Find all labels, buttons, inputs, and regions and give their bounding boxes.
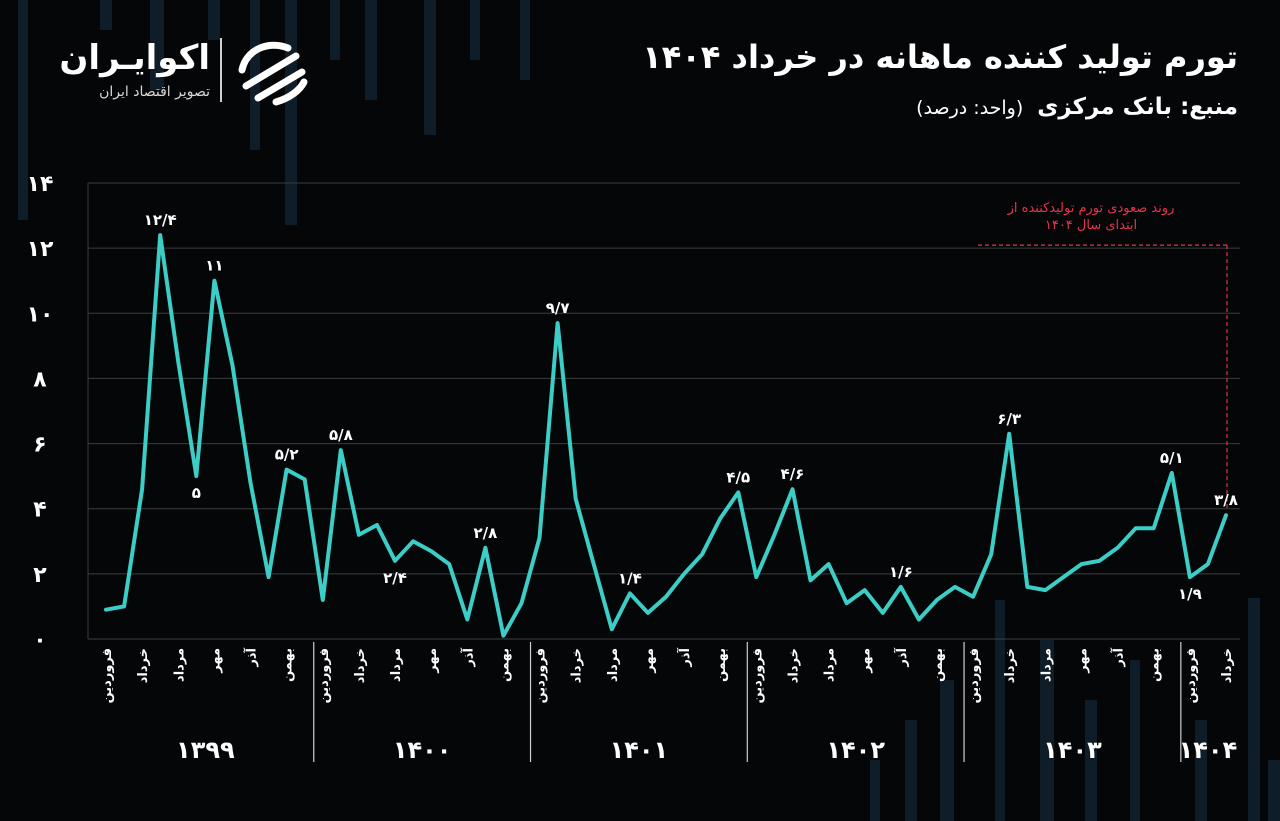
annotation-line2: ابتدای سال ۱۴۰۴ (1044, 218, 1138, 233)
x-tick-label: بهمن (931, 648, 946, 682)
background-bar (520, 0, 530, 80)
x-tick-label: خرداد (786, 648, 801, 683)
background-bar (100, 0, 112, 30)
background-bar (365, 0, 377, 100)
data-label: ۵/۸ (329, 426, 353, 444)
background-bar (150, 0, 164, 90)
background-bar (18, 0, 28, 220)
x-tick-label: فروردین (750, 648, 765, 703)
x-tick-label: آذر (243, 647, 260, 667)
data-label: ۱/۹ (1178, 585, 1202, 603)
source-label: منبع: بانک مرکزی (1037, 94, 1238, 120)
x-tick-label: مهر (208, 648, 223, 674)
data-label: ۵/۲ (275, 446, 299, 464)
background-bar (1040, 640, 1054, 821)
x-tick-label: آذر (1110, 647, 1127, 667)
y-tick-label: ۱۰ (27, 302, 54, 327)
series-line (104, 233, 1228, 638)
x-tick-label: خرداد (570, 648, 585, 683)
x-tick-label: مرداد (389, 648, 404, 682)
source-line: منبع: بانک مرکزی (واحد: درصد) (916, 94, 1238, 120)
data-label: ۴/۶ (781, 465, 805, 483)
data-label: ۵/۱ (1160, 449, 1184, 467)
data-label: ۱۱ (205, 257, 223, 275)
unit-label: (واحد: درصد) (916, 97, 1024, 119)
data-label: ۱۲/۴ (144, 211, 177, 229)
y-tick-label: ۰ (33, 628, 46, 653)
x-tick-label: آذر (676, 647, 693, 667)
x-tick-label: فروردین (967, 648, 982, 703)
background-bar (905, 720, 917, 821)
data-label: ۹/۷ (546, 299, 570, 317)
background-bar (424, 0, 436, 135)
background-bar (1248, 598, 1260, 821)
annotation-text: روند صعودی تورم تولیدکننده از ابتدای سال… (960, 200, 1222, 234)
data-label: ۴/۵ (726, 468, 750, 486)
x-tick-label: مهر (425, 648, 440, 674)
x-tick-label: مرداد (823, 648, 838, 682)
x-tick-label: خرداد (1003, 648, 1018, 683)
y-tick-label: ۴ (33, 498, 46, 523)
year-label: ۱۴۰۱ (610, 736, 669, 764)
y-tick-label: ۱۴ (27, 172, 54, 197)
x-tick-label: مرداد (172, 648, 187, 682)
logo-name: اکوایـران (59, 38, 210, 78)
x-tick-label: فروردین (534, 648, 549, 703)
background-bar (1085, 700, 1097, 821)
x-tick-label: مهر (859, 648, 874, 674)
x-tick-label: بهمن (497, 648, 512, 682)
year-label: ۱۴۰۳ (1043, 736, 1102, 764)
x-tick-label: مهر (1075, 648, 1090, 674)
year-label: ۱۴۰۴ (1179, 736, 1238, 764)
data-label: ۲/۸ (473, 524, 497, 542)
x-tick-label: بهمن (714, 648, 729, 682)
data-label: ۵ (192, 484, 201, 502)
x-tick-label: خرداد (136, 648, 151, 683)
logo-mark-icon (238, 41, 308, 106)
x-tick-label: مرداد (606, 648, 621, 682)
x-tick-label: فروردین (317, 648, 332, 703)
x-tick-label: مرداد (1039, 648, 1054, 682)
background-bar (940, 680, 954, 821)
background-bar (250, 0, 260, 150)
annotation-line1: روند صعودی تورم تولیدکننده از (1007, 201, 1175, 216)
x-tick-label: خرداد (353, 648, 368, 683)
x-tick-label: بهمن (281, 648, 296, 682)
year-label: ۱۳۹۹ (176, 736, 235, 764)
data-label: ۶/۳ (997, 410, 1021, 428)
x-tick-label: فروردین (1184, 648, 1199, 703)
x-tick-label: آذر (893, 647, 910, 667)
y-tick-label: ۶ (33, 433, 46, 458)
logo-divider (220, 38, 222, 102)
logo-tagline: تصویر اقتصاد ایران (99, 84, 210, 100)
y-tick-label: ۸ (33, 367, 47, 392)
x-tick-label: خرداد (1220, 648, 1235, 683)
background-bar (1195, 720, 1207, 821)
year-label: ۱۴۰۰ (393, 736, 452, 764)
y-tick-label: ۱۲ (27, 237, 54, 262)
year-label: ۱۴۰۲ (826, 736, 885, 764)
background-bar (208, 0, 220, 40)
data-label: ۱/۶ (889, 563, 913, 581)
data-label: ۳/۸ (1214, 491, 1238, 509)
x-tick-label: فروردین (100, 648, 115, 703)
background-bar (330, 0, 340, 60)
x-tick-label: مهر (642, 648, 657, 674)
background-bar (870, 760, 880, 821)
x-tick-label: بهمن (1148, 648, 1163, 682)
y-tick-label: ۲ (33, 563, 47, 588)
chart-title: تورم تولید کننده ماهانه در خرداد ۱۴۰۴ (642, 38, 1238, 76)
background-bar (1268, 760, 1280, 821)
background-bar (995, 600, 1005, 821)
background-bar (470, 0, 480, 60)
logo: اکوایـران تصویر اقتصاد ایران (50, 30, 320, 110)
background-bar (1130, 660, 1140, 821)
x-tick-label: آذر (459, 647, 476, 667)
data-label: ۱/۴ (618, 569, 642, 587)
data-label: ۲/۴ (383, 569, 407, 587)
